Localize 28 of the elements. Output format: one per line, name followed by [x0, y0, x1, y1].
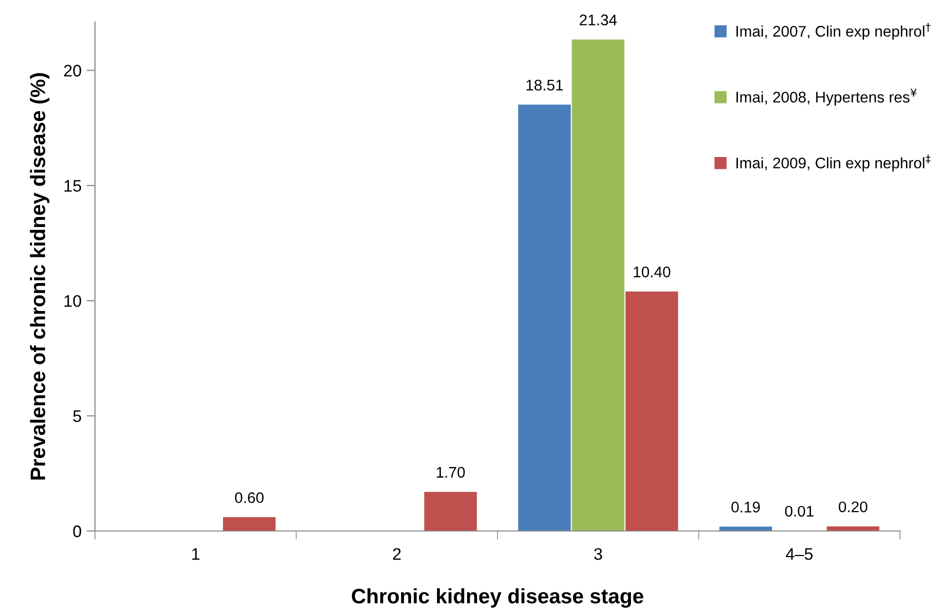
x-tick-label: 1	[192, 548, 200, 560]
bar	[222, 517, 276, 531]
x-tick-label: 3	[594, 548, 602, 560]
y-tick-label: 15	[64, 180, 82, 192]
y-tick-label: 5	[73, 410, 82, 422]
data-label: 0.19	[731, 502, 760, 512]
bar	[572, 40, 624, 531]
data-label: 0.20	[838, 501, 868, 512]
y-tick-label: 10	[64, 295, 82, 307]
data-label: 1.70	[436, 466, 465, 478]
x-tick-label: 2	[393, 548, 401, 560]
data-label: 18.51	[526, 80, 563, 91]
data-label: 0.60	[235, 492, 264, 504]
bar	[424, 492, 477, 531]
bar	[719, 526, 772, 531]
bar	[518, 104, 571, 531]
legend-label: Imai, 2007, Clin exp nephrol$^{†}$	[736, 22, 931, 40]
y-tick-label: 0	[73, 525, 82, 538]
data-label: 0.01	[785, 506, 814, 517]
x-tick-label: 4–5	[786, 548, 813, 560]
y-tick-label: 20	[64, 64, 82, 77]
bar	[625, 291, 678, 531]
y-axis-title: Prevalence of chronic kidney disease (%)	[30, 73, 50, 480]
legend-label: Imai, 2009, Clin exp nephrol$^{‡}$	[736, 154, 931, 172]
data-label: 10.40	[634, 266, 670, 278]
legend-label: Imai, 2008, Hypertens res$^{¥}$	[736, 88, 917, 106]
x-axis-title: Chronic kidney disease stage	[352, 588, 644, 608]
data-label: 21.34	[580, 14, 617, 26]
